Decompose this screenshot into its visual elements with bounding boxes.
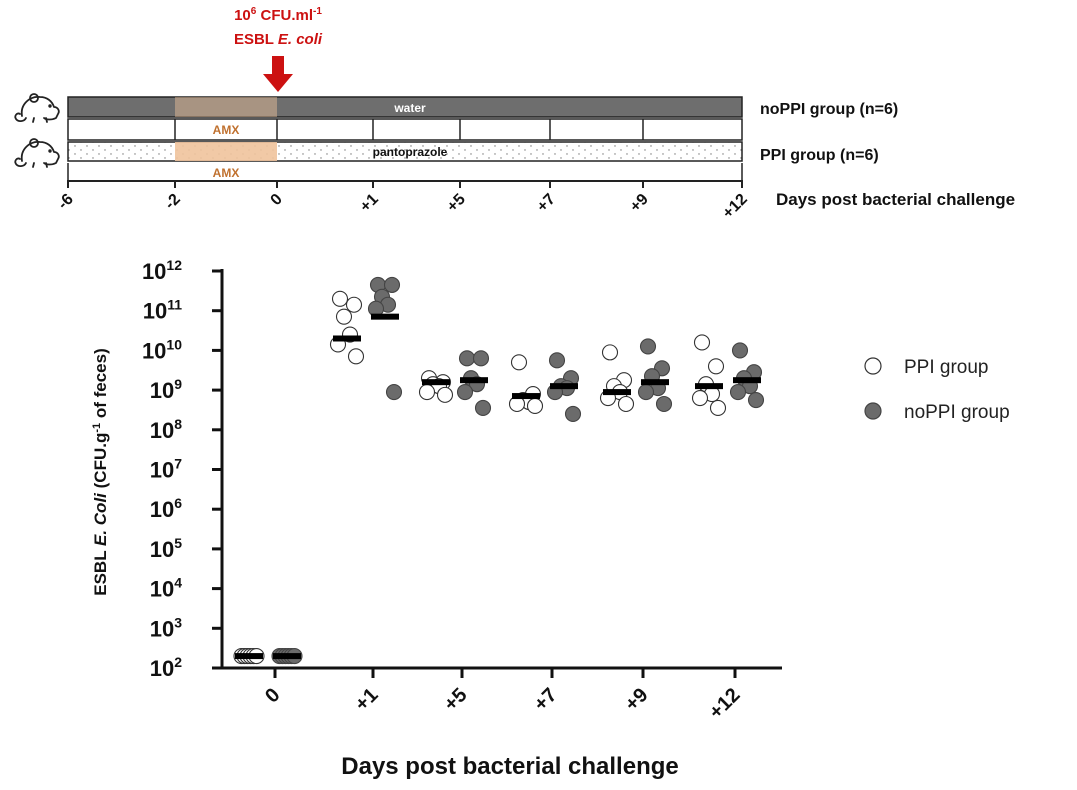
ppi-data-point [601, 344, 619, 361]
noppi-amx-label: AMX [213, 123, 240, 137]
y-tick-label: 104 [150, 575, 182, 602]
challenge-arrow-icon [263, 56, 293, 92]
noppi-day-dividers [174, 119, 644, 140]
ppi-data-point [691, 389, 709, 407]
timeline-tick-label: +9 [627, 191, 652, 216]
ppi-data-point [436, 386, 454, 403]
y-axis: 102 103 104 105 106 107 108 109 1010 1011 1012 [142, 257, 224, 681]
ppi-median-bar [603, 389, 631, 396]
x-tick-label: +5 [440, 684, 472, 716]
x-tick-label: +1 [351, 684, 383, 716]
ppi-median-bar [235, 653, 263, 660]
timeline-panel: 106 CFU.ml-1 ESBL E. coli water [14, 6, 1015, 222]
ppi-data-point [526, 397, 544, 415]
noppi-data-point [564, 405, 582, 422]
y-tick-label: 106 [150, 495, 182, 522]
ppi-pantoprazole-label: pantoprazole [373, 145, 448, 159]
timeline-tick-label: -2 [162, 191, 184, 213]
noppi-water-label: water [393, 101, 426, 115]
noppi-median-bar [273, 653, 301, 660]
challenge-dose-label: 106 CFU.ml-1 [234, 6, 322, 24]
y-tick-label: 107 [150, 456, 182, 483]
noppi-median-bar [371, 313, 399, 320]
noppi-data-point [729, 384, 747, 401]
x-tick-label: +12 [705, 684, 745, 724]
timeline-tick-label: +1 [357, 191, 382, 216]
ppi-amx-highlight [175, 142, 277, 161]
ppi-data-point [709, 399, 727, 417]
x-axis: 0 +1 +5 +7 +9 +12 [221, 666, 782, 724]
timeline-tick-label: +5 [444, 191, 469, 216]
legend-marker-ppi [864, 357, 882, 375]
y-tick-label: 1011 [143, 297, 182, 324]
y-tick-label: 1010 [142, 336, 182, 363]
mouse-icon [14, 138, 60, 168]
noppi-data-point [474, 399, 492, 417]
ppi-data-point [345, 296, 363, 313]
ppi-group-label: PPI group (n=6) [760, 147, 879, 164]
ppi-median-bar [512, 393, 540, 400]
challenge-strain-label: ESBL E. coli [234, 31, 323, 48]
scatter-chart: 102 103 104 105 106 107 108 109 1010 1011 1012 0 +1… [91, 257, 1010, 780]
y-axis-title: ESBL E. Coli (CFU.g-1 of feces) [91, 348, 110, 596]
noppi-data-point [747, 391, 765, 409]
ppi-data-point [510, 354, 528, 371]
noppi-water-bar [67, 96, 743, 118]
mouse-icon [14, 93, 60, 123]
data-points [233, 276, 765, 665]
ppi-amx-label: AMX [213, 166, 240, 180]
ppi-data-point [693, 334, 711, 351]
ppi-data-point [347, 348, 365, 365]
y-tick-label: 109 [150, 376, 182, 403]
timeline-ticks: -6 -2 0 +1 +5 +7 +9 +12 [55, 181, 751, 222]
ppi-median-bar [422, 379, 450, 386]
noppi-amx-highlight [175, 97, 277, 117]
x-tick-label: 0 [261, 684, 284, 707]
y-tick-label: 1012 [142, 257, 182, 284]
legend-label-noppi: noPPI group [904, 402, 1010, 423]
legend: PPI group noPPI group [864, 357, 1010, 423]
timeline-tick-label: +7 [534, 191, 559, 216]
noppi-data-point [639, 338, 657, 355]
ppi-data-point [707, 358, 725, 375]
ppi-data-point [331, 290, 349, 307]
noppi-data-point [385, 384, 403, 401]
noppi-data-point [637, 384, 655, 401]
noppi-data-point [458, 350, 476, 367]
noppi-median-bar [733, 377, 761, 384]
legend-marker-noppi [864, 402, 882, 420]
timeline-tick-label: +12 [720, 191, 751, 222]
ppi-median-bar [695, 383, 723, 390]
noppi-median-bar [460, 377, 488, 384]
noppi-median-bar [641, 379, 669, 386]
noppi-data-point [655, 395, 673, 413]
ppi-data-point [617, 395, 635, 413]
noppi-group-label: noPPI group (n=6) [760, 101, 898, 118]
x-axis-title: Days post bacterial challenge [341, 753, 678, 780]
noppi-data-point [472, 350, 490, 367]
noppi-data-point [731, 342, 749, 359]
noppi-data-point [456, 384, 474, 401]
timeline-axis-title: Days post bacterial challenge [776, 190, 1015, 209]
x-tick-label: +7 [530, 684, 562, 716]
legend-label-ppi: PPI group [904, 357, 989, 378]
noppi-data-point [548, 352, 566, 369]
ppi-data-point [335, 308, 353, 325]
timeline-tick-label: -6 [55, 191, 77, 213]
ppi-median-bar [333, 335, 361, 342]
median-bars [235, 313, 761, 660]
noppi-data-point [383, 276, 401, 293]
ppi-data-point [418, 384, 436, 401]
noppi-day-row [67, 118, 743, 141]
noppi-median-bar [550, 383, 578, 390]
y-tick-label: 103 [150, 614, 182, 641]
timeline-tick-label: 0 [268, 191, 286, 209]
y-tick-label: 105 [150, 535, 182, 562]
y-tick-label: 108 [150, 416, 182, 443]
x-tick-label: +9 [621, 684, 653, 716]
ppi-day-row [68, 163, 742, 181]
y-tick-label: 102 [150, 654, 182, 681]
